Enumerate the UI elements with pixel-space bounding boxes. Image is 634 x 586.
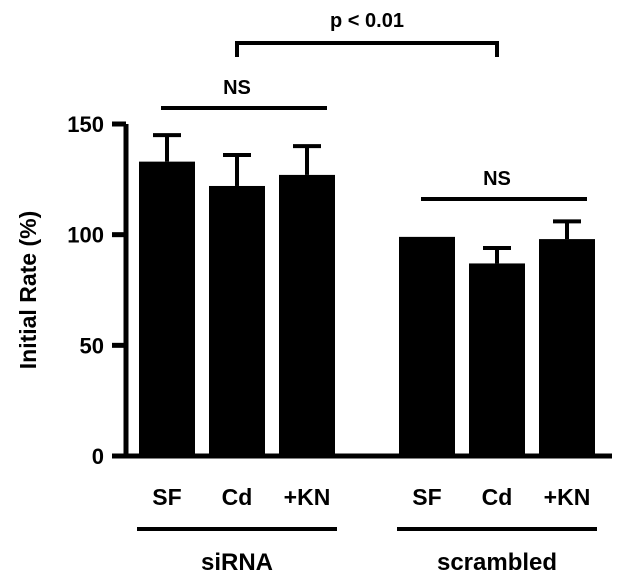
- bars: [139, 161, 595, 457]
- significance-bracket: [235, 41, 499, 57]
- significance-annotations: NS NS p < 0.01: [161, 10, 587, 201]
- ns-label: NS: [483, 168, 511, 190]
- axes: 0 50 100 150: [67, 112, 612, 469]
- y-tick-label: 50: [80, 333, 104, 358]
- x-tick-label: SF: [412, 484, 441, 510]
- y-tick-label: 0: [92, 444, 104, 469]
- y-axis-title: Initial Rate (%): [15, 211, 41, 369]
- x-tick-label: +KN: [284, 484, 331, 510]
- group-label: scrambled: [437, 549, 557, 576]
- bar: [279, 174, 335, 456]
- ns-label: NS: [223, 77, 251, 99]
- significance-label: p < 0.01: [330, 10, 404, 32]
- bar: [469, 263, 525, 456]
- bar: [209, 185, 265, 456]
- bar: [139, 161, 195, 457]
- x-tick-label: Cd: [482, 484, 513, 510]
- bar: [399, 236, 455, 456]
- x-tick-labels: SF Cd +KN SF Cd +KN: [152, 484, 590, 510]
- bar: [539, 239, 595, 456]
- x-tick-label: +KN: [544, 484, 591, 510]
- y-tick-label: 150: [67, 112, 104, 137]
- x-tick-label: Cd: [222, 484, 253, 510]
- x-tick-label: SF: [152, 484, 181, 510]
- error-bars: [153, 133, 581, 264]
- y-tick-label: 100: [67, 223, 104, 248]
- group-labels: siRNA scrambled: [137, 527, 597, 576]
- group-label: siRNA: [201, 549, 273, 576]
